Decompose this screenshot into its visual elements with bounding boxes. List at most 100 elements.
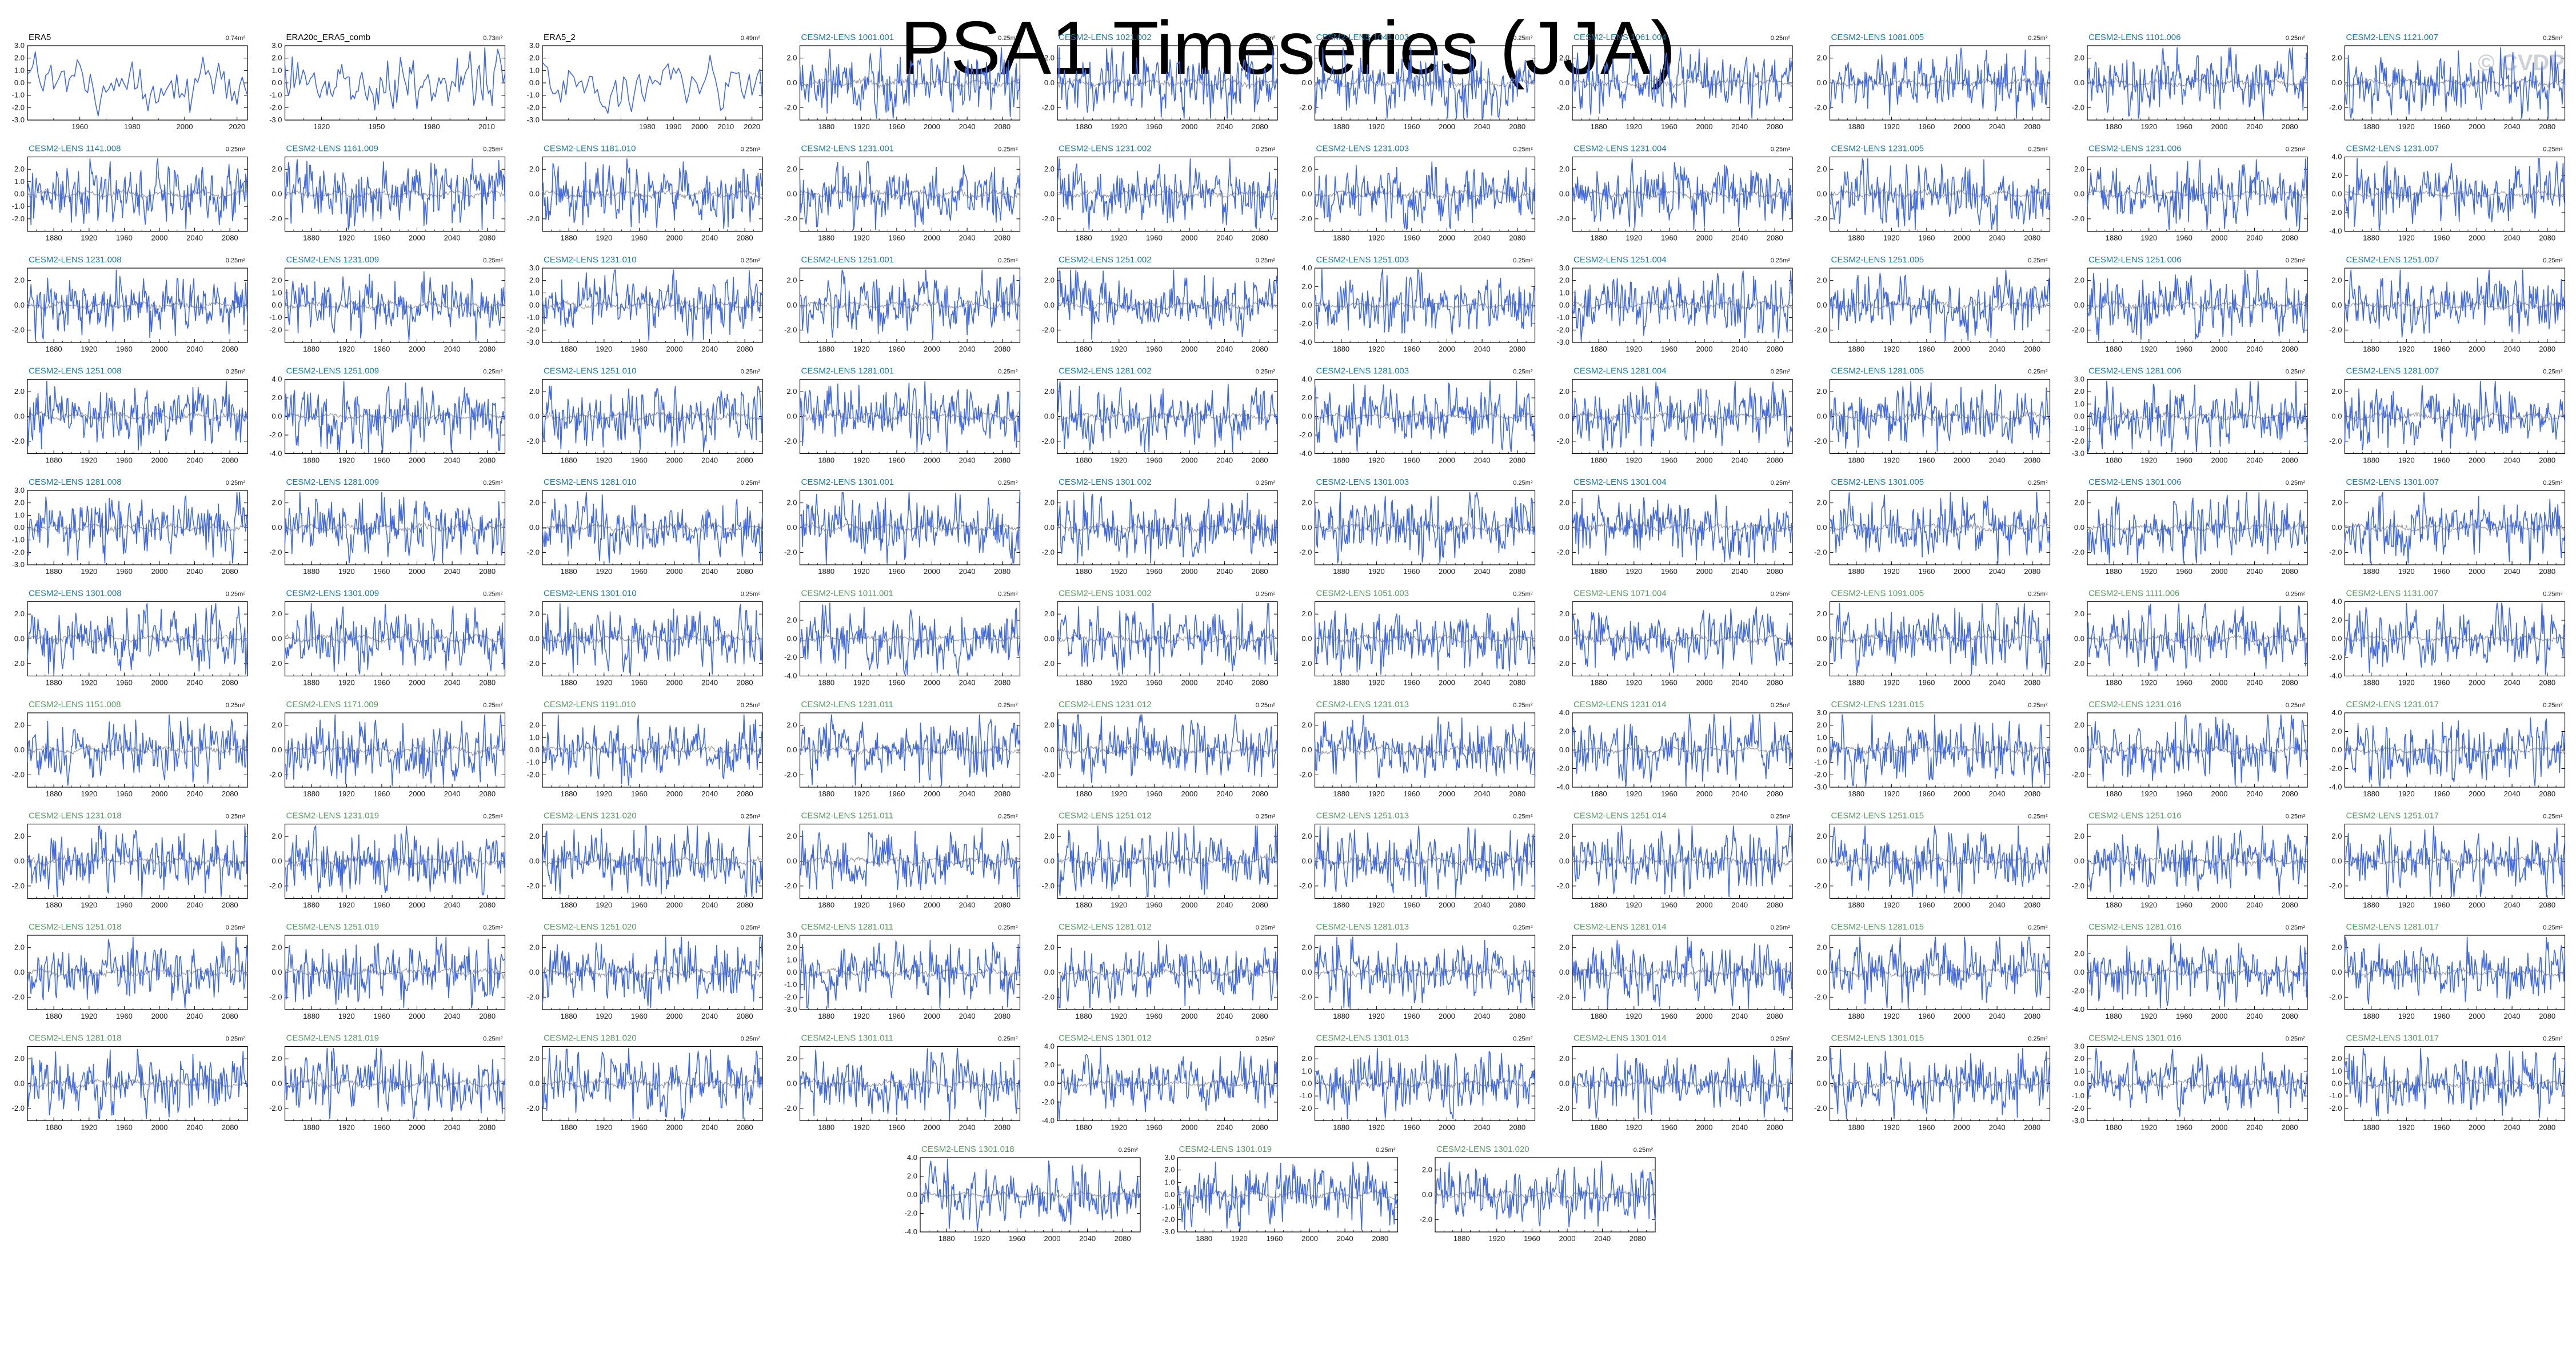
y-tick-label: -1.0 xyxy=(2072,424,2084,433)
y-tick-label: -2.0 xyxy=(12,992,25,1001)
y-tick-label: -1.0 xyxy=(12,91,25,99)
x-tick-label: 1960 xyxy=(2433,122,2450,131)
x-tick-label: 2080 xyxy=(2539,345,2555,353)
series-line xyxy=(1572,47,1793,119)
y-tick-label: 0.0 xyxy=(529,745,540,754)
x-tick-label: 1920 xyxy=(1626,901,1642,910)
x-tick-label: 1920 xyxy=(81,901,97,910)
x-tick-label: 1920 xyxy=(2140,567,2157,576)
x-tick-label: 2080 xyxy=(222,567,238,576)
x-tick-label: 1960 xyxy=(1146,789,1163,798)
plot-frame xyxy=(27,45,248,121)
x-tick-label: 2040 xyxy=(186,679,203,687)
x-tick-label: 1920 xyxy=(1368,456,1385,465)
y-tick-label: 0.0 xyxy=(529,635,540,643)
x-tick-label: 2040 xyxy=(1989,234,2006,242)
x-tick-label: 2040 xyxy=(1989,567,2006,576)
x-tick-label: 2080 xyxy=(1509,679,1525,687)
x-tick-label: 2080 xyxy=(479,901,496,910)
variance-label: 0.25m² xyxy=(998,257,1018,264)
y-tick-label: 2.0 xyxy=(2331,943,2342,952)
variance-label: 0.25m² xyxy=(741,369,761,376)
series-line xyxy=(799,939,1021,1008)
x-tick-label: 2000 xyxy=(409,1123,425,1132)
variance-label: 0.25m² xyxy=(2028,257,2048,264)
x-tick-label: 2000 xyxy=(1439,567,1455,576)
panel-title: CESM2-LENS 1231.003 xyxy=(1316,144,1409,154)
y-tick-label: 3.0 xyxy=(786,931,797,939)
panel-title: CESM2-LENS 1301.006 xyxy=(2088,477,2182,487)
x-tick-label: 1920 xyxy=(81,345,97,353)
x-tick-label: 2040 xyxy=(1731,789,1748,798)
series-line xyxy=(799,380,1021,453)
x-tick-label: 1880 xyxy=(1333,679,1349,687)
y-tick-label: -4.0 xyxy=(1557,783,1569,791)
x-tick-label: 2080 xyxy=(222,1123,238,1132)
timeseries-panel: CESM2-LENS 1251.007 0.25m² 2.0 0.0 -2.0 1880 1… xyxy=(2329,255,2566,353)
variance-label: 0.73m² xyxy=(483,35,503,42)
x-tick-label: 2040 xyxy=(444,1012,461,1020)
x-tick-label: 2000 xyxy=(151,901,168,910)
x-tick-label: 2040 xyxy=(1474,345,1491,353)
series-line xyxy=(542,714,763,786)
x-tick-label: 2080 xyxy=(994,122,1011,131)
x-tick-label: 1880 xyxy=(1076,567,1092,576)
ensemble-mean-line xyxy=(2087,410,2308,422)
x-tick-label: 2040 xyxy=(959,234,976,242)
x-tick-label: 2000 xyxy=(1439,679,1455,687)
series-line xyxy=(1314,492,1536,564)
x-tick-label: 2080 xyxy=(479,679,496,687)
x-tick-label: 1920 xyxy=(1626,679,1642,687)
panel-title: CESM2-LENS 1141.008 xyxy=(29,144,121,154)
x-tick-label: 2000 xyxy=(2211,456,2228,465)
x-tick-label: 2040 xyxy=(701,789,718,798)
x-tick-label: 2040 xyxy=(959,122,976,131)
x-tick-label: 1880 xyxy=(1333,122,1349,131)
y-tick-label: -2.0 xyxy=(2072,659,2084,668)
x-tick-label: 1920 xyxy=(338,567,355,576)
x-tick-label: 1960 xyxy=(1661,789,1678,798)
x-tick-label: 1960 xyxy=(2433,567,2450,576)
y-tick-label: -4.0 xyxy=(2329,783,2342,791)
y-tick-label: -1.0 xyxy=(527,313,540,322)
y-tick-label: 2.0 xyxy=(2331,171,2342,180)
y-tick-label: -2.0 xyxy=(1557,103,1569,111)
x-tick-label: 2000 xyxy=(1696,679,1713,687)
variance-label: 0.25m² xyxy=(1771,257,1791,264)
variance-label: 0.25m² xyxy=(2028,813,2048,820)
panel-title: CESM2-LENS 1231.015 xyxy=(1831,700,1924,709)
x-tick-label: 1920 xyxy=(81,789,97,798)
x-tick-label: 2080 xyxy=(2539,901,2555,910)
x-tick-label: 2040 xyxy=(2246,345,2263,353)
x-tick-label: 2080 xyxy=(994,234,1011,242)
x-tick-label: 2000 xyxy=(1439,345,1455,353)
x-tick-label: 1920 xyxy=(1111,122,1127,131)
y-tick-label: 2.0 xyxy=(1816,721,1827,729)
timeseries-panel: CESM2-LENS 1111.006 0.25m² 2.0 0.0 -2.0 1880 1… xyxy=(2072,589,2308,687)
y-tick-label: -2.0 xyxy=(1299,430,1312,439)
y-tick-label: -2.0 xyxy=(1299,320,1312,328)
y-tick-label: -2.0 xyxy=(1557,992,1569,1001)
y-tick-label: 0.0 xyxy=(2074,78,2084,87)
x-tick-label: 1920 xyxy=(1883,679,1900,687)
timeseries-panel: CESM2-LENS 1151.008 0.25m² 2.0 0.0 -2.0 1880 1… xyxy=(12,700,248,798)
x-tick-label: 2040 xyxy=(1216,456,1233,465)
variance-label: 0.49m² xyxy=(741,35,761,42)
y-tick-label: 2.0 xyxy=(786,721,797,729)
y-tick-label: -3.0 xyxy=(12,560,25,569)
y-tick-label: -3.0 xyxy=(784,1005,797,1014)
panel-title: CESM2-LENS 1021.002 xyxy=(1059,33,1152,42)
x-tick-label: 1960 xyxy=(631,789,648,798)
variance-label: 0.25m² xyxy=(998,591,1018,598)
y-tick-label: -2.0 xyxy=(527,992,540,1001)
timeseries-panel: CESM2-LENS 1251.015 0.25m² 2.0 0.0 -2.0 1880 1… xyxy=(1814,811,2051,910)
x-tick-label: 1920 xyxy=(2398,1012,2415,1020)
y-tick-label: 0.0 xyxy=(1816,190,1827,198)
x-tick-label: 1920 xyxy=(1883,901,1900,910)
panel-title: CESM2-LENS 1281.012 xyxy=(1059,922,1152,932)
variance-label: 0.25m² xyxy=(998,813,1018,820)
timeseries-panel: CESM2-LENS 1031.002 0.25m² 2.0 0.0 -2.0 1880 1… xyxy=(1042,589,1278,687)
x-tick-label: 1920 xyxy=(2398,345,2415,353)
timeseries-panel: CESM2-LENS 1131.007 0.25m² 4.0 2.0 0.0 -2.0 -4… xyxy=(2329,589,2566,687)
x-tick-label: 2040 xyxy=(2504,1012,2521,1020)
